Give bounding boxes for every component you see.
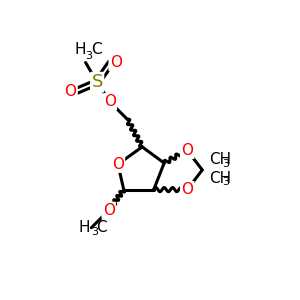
Text: CH: CH xyxy=(209,171,231,186)
Text: C: C xyxy=(91,43,101,58)
Text: H: H xyxy=(74,43,85,58)
Text: C: C xyxy=(96,220,106,235)
Text: CH: CH xyxy=(209,152,231,167)
Text: 3: 3 xyxy=(223,158,230,169)
Text: 3: 3 xyxy=(85,51,93,62)
Text: O: O xyxy=(181,143,193,158)
Text: H: H xyxy=(79,220,90,235)
Text: O: O xyxy=(64,84,76,99)
Text: O: O xyxy=(103,203,115,218)
Text: O: O xyxy=(104,94,116,109)
Text: O: O xyxy=(181,182,193,197)
Text: 3: 3 xyxy=(92,227,98,237)
Text: O: O xyxy=(110,55,122,70)
Text: O: O xyxy=(112,157,124,172)
Text: 3: 3 xyxy=(223,177,230,187)
Text: S: S xyxy=(92,73,103,91)
